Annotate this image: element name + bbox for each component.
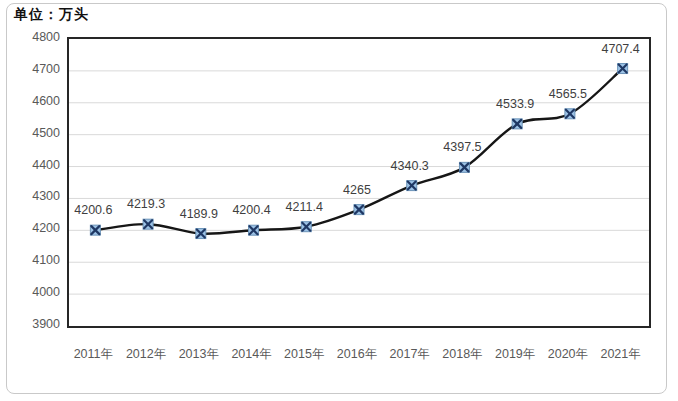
x-tick-label: 2017年 — [383, 346, 436, 362]
y-tick-label: 4500 — [8, 125, 60, 141]
x-tick-label: 2014年 — [225, 346, 278, 362]
data-point-label: 4265 — [322, 183, 392, 197]
y-tick-label: 4400 — [8, 157, 60, 173]
x-tick-label: 2019年 — [489, 346, 542, 362]
data-point-label: 4211.4 — [269, 200, 339, 214]
x-tick-label: 2012年 — [120, 346, 173, 362]
y-tick-label: 4800 — [8, 29, 60, 45]
unit-label: 单位：万头 — [14, 6, 89, 24]
x-tick-label: 2016年 — [331, 346, 384, 362]
data-point-label: 4397.5 — [427, 140, 497, 154]
data-point-label: 4340.3 — [375, 159, 445, 173]
y-tick-label: 3900 — [8, 316, 60, 332]
y-tick-label: 4700 — [8, 61, 60, 77]
x-tick-label: 2011年 — [67, 346, 120, 362]
y-tick-label: 4200 — [8, 220, 60, 236]
y-tick-label: 4300 — [8, 188, 60, 204]
data-point-label: 4707.4 — [586, 42, 656, 56]
x-tick-label: 2020年 — [542, 346, 595, 362]
y-tick-label: 4600 — [8, 93, 60, 109]
y-tick-label: 4100 — [8, 252, 60, 268]
x-tick-label: 2015年 — [278, 346, 331, 362]
data-point-label: 4565.5 — [533, 87, 603, 101]
x-tick-label: 2021年 — [594, 346, 647, 362]
y-tick-label: 4000 — [8, 284, 60, 300]
x-tick-label: 2018年 — [436, 346, 489, 362]
x-tick-label: 2013年 — [172, 346, 225, 362]
chart-container: 单位：万头 4800 4700 4600 4500 4400 4300 4200 4100 40… — [0, 0, 678, 401]
